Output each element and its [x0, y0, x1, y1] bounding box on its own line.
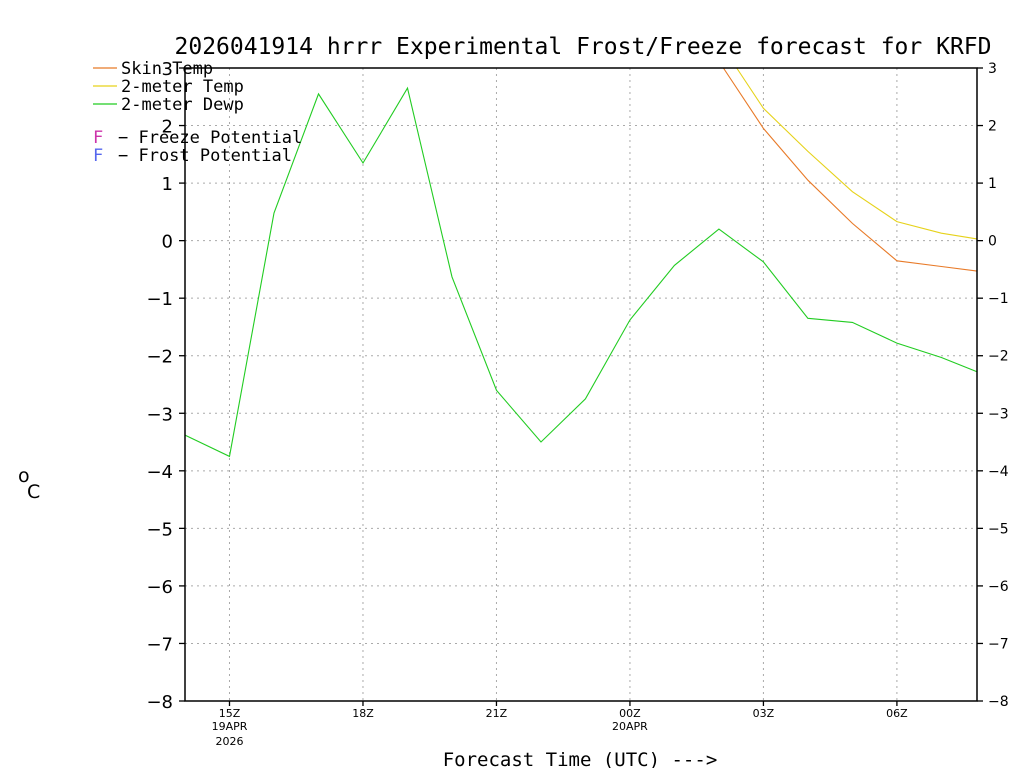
x-tick-date-label: 19APR [212, 720, 248, 733]
x-tick-year-label: 2026 [215, 735, 243, 748]
y-tick-label-left: 3 [162, 59, 173, 80]
legend-potential-letter: F [93, 146, 103, 166]
series-line-2-meter-temp [736, 67, 978, 240]
y-tick-label-right: 3 [988, 61, 997, 77]
y-tick-label-right: 0 [988, 234, 997, 250]
legend-potential-letter: F [93, 128, 103, 148]
y-tick-label-right: 2 [988, 119, 997, 135]
x-tick-label: 06Z [886, 707, 908, 720]
degree-symbol: o [18, 465, 30, 487]
y-tick-label-left: 1 [162, 174, 173, 195]
plot-frame [184, 67, 978, 702]
x-tick-label: 18Z [352, 707, 374, 720]
y-tick-label-left: 0 [162, 232, 173, 253]
y-tick-label-left: −6 [146, 577, 173, 598]
x-axis-label: Forecast Time (UTC) ---> [443, 749, 718, 768]
x-tick-date-label: 20APR [612, 720, 648, 733]
y-tick-label-left: −5 [146, 519, 173, 540]
x-tick-label: 03Z [753, 707, 775, 720]
y-tick-label-right: −3 [988, 406, 1009, 422]
y-tick-label-right: −1 [988, 291, 1009, 307]
legend-potential-label: − Freeze Potential [118, 128, 302, 148]
legend-potential-label: − Frost Potential [118, 146, 292, 166]
y-tick-label-right: 1 [988, 176, 997, 192]
y-tick-label-right: −8 [988, 694, 1009, 710]
y-axis-ticks: −8 −8 −7 −7 −6 −6 −5 −5 −4 −4 −3 −3 −2 −2 −1 −1 0 0 1 1 2 2 3 3 [146, 59, 1008, 713]
x-tick-label: 15Z [219, 707, 241, 720]
y-tick-label-right: −7 [988, 636, 1009, 652]
legend-label: 2-meter Temp [121, 77, 244, 97]
y-tick-label-left: −2 [146, 347, 173, 368]
y-tick-label-right: −5 [988, 521, 1009, 537]
y-tick-label-right: −2 [988, 349, 1009, 365]
grid-lines [185, 68, 977, 701]
y-tick-label-left: −3 [146, 404, 173, 425]
x-tick-label: 00Z [619, 707, 641, 720]
y-tick-label-right: −6 [988, 579, 1009, 595]
data-series [184, 67, 978, 458]
y-tick-label-right: −4 [988, 464, 1009, 480]
y-tick-label-left: −7 [146, 634, 173, 655]
x-tick-label: 21Z [486, 707, 508, 720]
y-tick-label-left: −8 [146, 692, 173, 713]
series-line-2-meter-dewp [184, 86, 978, 458]
series-line-skin-temp [722, 67, 978, 272]
y-tick-label-left: 2 [162, 117, 173, 138]
legend-label: 2-meter Dewp [121, 95, 244, 115]
y-axis-label: o C [18, 465, 40, 503]
legend-label: Skin Temp [121, 59, 213, 79]
chart-title: 2026041914 hrrr Experimental Frost/Freez… [175, 34, 992, 60]
y-tick-label-left: −1 [146, 289, 173, 310]
celsius-unit: C [27, 481, 40, 503]
y-tick-label-left: −4 [146, 462, 173, 483]
